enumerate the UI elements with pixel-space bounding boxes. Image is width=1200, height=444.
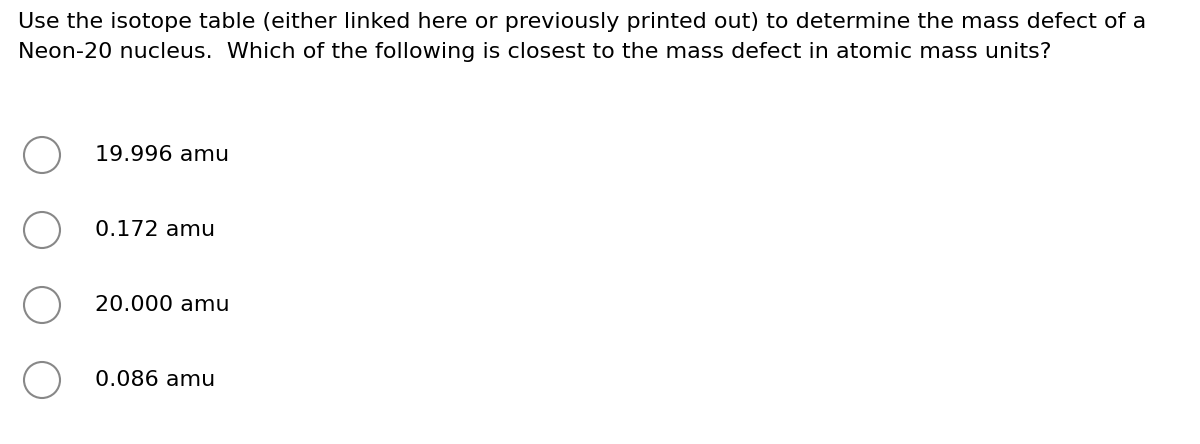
Text: Neon-20 nucleus.  Which of the following is closest to the mass defect in atomic: Neon-20 nucleus. Which of the following … <box>18 42 1051 62</box>
Text: 0.086 amu: 0.086 amu <box>95 370 215 390</box>
Circle shape <box>24 362 60 398</box>
Text: 19.996 amu: 19.996 amu <box>95 145 229 165</box>
Circle shape <box>24 212 60 248</box>
Text: 20.000 amu: 20.000 amu <box>95 295 229 315</box>
Circle shape <box>24 287 60 323</box>
Text: 0.172 amu: 0.172 amu <box>95 220 215 240</box>
Circle shape <box>24 137 60 173</box>
Text: Use the isotope table (either linked here or previously printed out) to determin: Use the isotope table (either linked her… <box>18 12 1146 32</box>
